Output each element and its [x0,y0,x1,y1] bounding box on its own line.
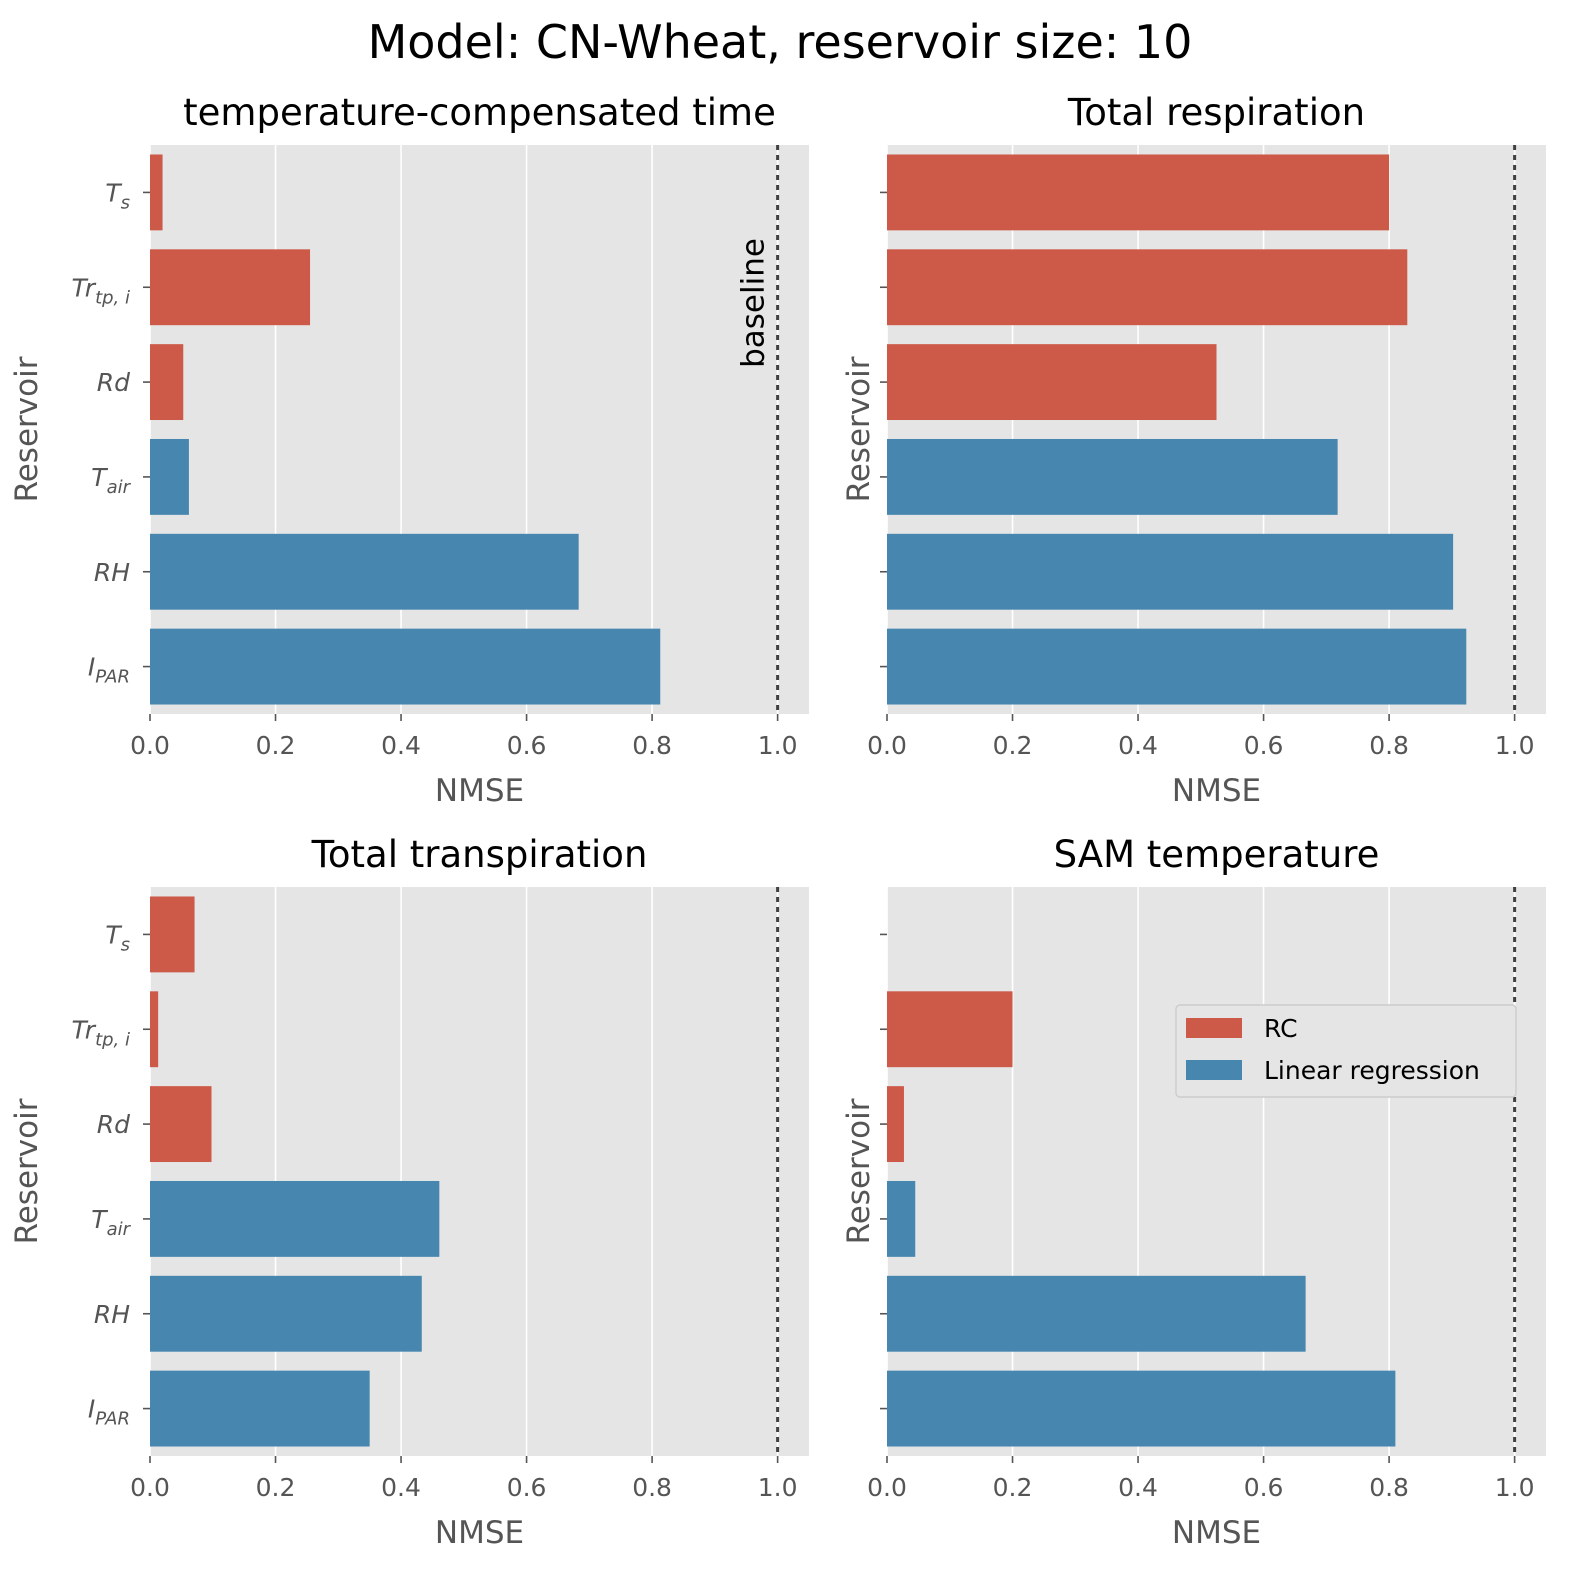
x-tick-label: 0.8 [632,731,672,760]
y-tick-label: Tair [91,463,131,498]
bar-5 [150,1275,422,1352]
y-axis-label: Reservoir [9,356,45,502]
x-tick-label: 1.0 [758,1473,798,1502]
panel-title: temperature-compensated time [183,91,776,134]
bar-6 [150,1370,370,1447]
legend-frame [1175,1004,1517,1098]
x-tick-label: 0.6 [1244,1473,1284,1502]
x-tick-label: 0.0 [130,731,170,760]
bar-4 [150,1180,440,1257]
x-tick-label: 0.4 [381,731,421,760]
x-tick-label: 0.4 [381,1473,421,1502]
plot-background [150,887,809,1456]
y-tick-label: IPAR [88,1395,130,1430]
bar-4 [887,1180,916,1257]
x-tick-label: 0.2 [993,731,1033,760]
x-tick-label: 0.8 [1369,731,1409,760]
baseline-label: baseline [736,238,772,368]
x-axis-label: NMSE [1172,1515,1261,1551]
figure-title: Model: CN-Wheat, reservoir size: 10 [368,15,1193,69]
bar-6 [887,1370,1396,1447]
panels: 0.0 0.2 0.4 0.6 0.8 1.0 Ts Trtp, i Rd Tair RH IPAR b… [9,91,1546,1551]
bar-2 [887,249,1408,326]
plot-background [887,887,1546,1456]
x-tick-label: 0.0 [130,1473,170,1502]
x-axis-label: NMSE [435,1515,524,1551]
bar-3 [887,344,1217,421]
x-tick-label: 0.6 [507,731,547,760]
chart-panel-1: 0.0 0.2 0.4 0.6 0.8 1.0 Ts Trtp, i Rd Tair RH IPAR b… [9,91,809,809]
y-axis-label: Reservoir [841,1098,877,1244]
bar-4 [150,438,189,515]
x-tick-label: 0.4 [1118,731,1158,760]
x-tick-label: 1.0 [1495,1473,1535,1502]
bar-1 [150,154,163,231]
x-axis-label: NMSE [435,773,524,809]
y-axis-label: Reservoir [9,1098,45,1244]
bar-2 [887,991,1013,1068]
x-tick-label: 0.2 [993,1473,1033,1502]
y-tick-label: Rd [97,368,130,397]
x-tick-label: 0.8 [632,1473,672,1502]
x-tick-label: 0.6 [1244,731,1284,760]
bar-1 [150,896,195,973]
y-tick-label: IPAR [88,653,130,688]
y-tick-label: Rd [97,1110,130,1139]
x-tick-label: 1.0 [1495,731,1535,760]
bar-6 [887,628,1467,705]
bar-5 [887,533,1454,610]
y-tick-label: Ts [105,178,130,213]
y-axis-label: Reservoir [841,356,877,502]
y-tick-label: Ts [105,920,130,955]
x-axis-label: NMSE [1172,773,1261,809]
legend-swatch-2 [1186,1060,1242,1080]
bar-1 [887,154,1390,231]
plot-background [150,145,809,714]
x-tick-label: 0.0 [867,731,907,760]
x-tick-label: 0.4 [1118,1473,1158,1502]
panel-title: Total respiration [1067,91,1365,134]
legend: RC Linear regression [1175,1004,1517,1098]
x-tick-label: 0.0 [867,1473,907,1502]
y-tick-label: RH [94,558,130,587]
bar-6 [150,628,661,705]
bar-2 [150,991,159,1068]
x-tick-label: 0.2 [256,731,296,760]
y-tick-label: Tair [91,1205,131,1240]
panel-title: SAM temperature [1054,833,1380,876]
y-tick-label: RH [94,1300,130,1329]
chart-panel-3: 0.0 0.2 0.4 0.6 0.8 1.0 Ts Trtp, i Rd Tair RH IPAR T… [9,833,809,1551]
chart-panel-2: 0.0 0.2 0.4 0.6 0.8 1.0 Total respiration NMSE R… [841,91,1546,809]
panel-title: Total transpiration [311,833,648,876]
bar-5 [887,1275,1306,1352]
bar-5 [150,533,579,610]
bar-4 [887,438,1338,515]
bar-2 [150,249,311,326]
bar-3 [150,1086,212,1163]
x-tick-label: 0.2 [256,1473,296,1502]
x-tick-label: 1.0 [758,731,798,760]
chart-panel-4: 0.0 0.2 0.4 0.6 0.8 1.0 SAM temperature NMSE Res… [841,833,1546,1551]
x-tick-label: 0.8 [1369,1473,1409,1502]
y-tick-label: Trtp, i [71,273,130,308]
bar-3 [887,1086,904,1163]
bar-3 [150,344,184,421]
x-tick-label: 0.6 [507,1473,547,1502]
legend-swatch-1 [1186,1018,1242,1038]
legend-label-1: RC [1264,1014,1298,1043]
plot-background [887,145,1546,714]
legend-label-2: Linear regression [1264,1056,1480,1085]
y-tick-label: Trtp, i [71,1015,130,1050]
